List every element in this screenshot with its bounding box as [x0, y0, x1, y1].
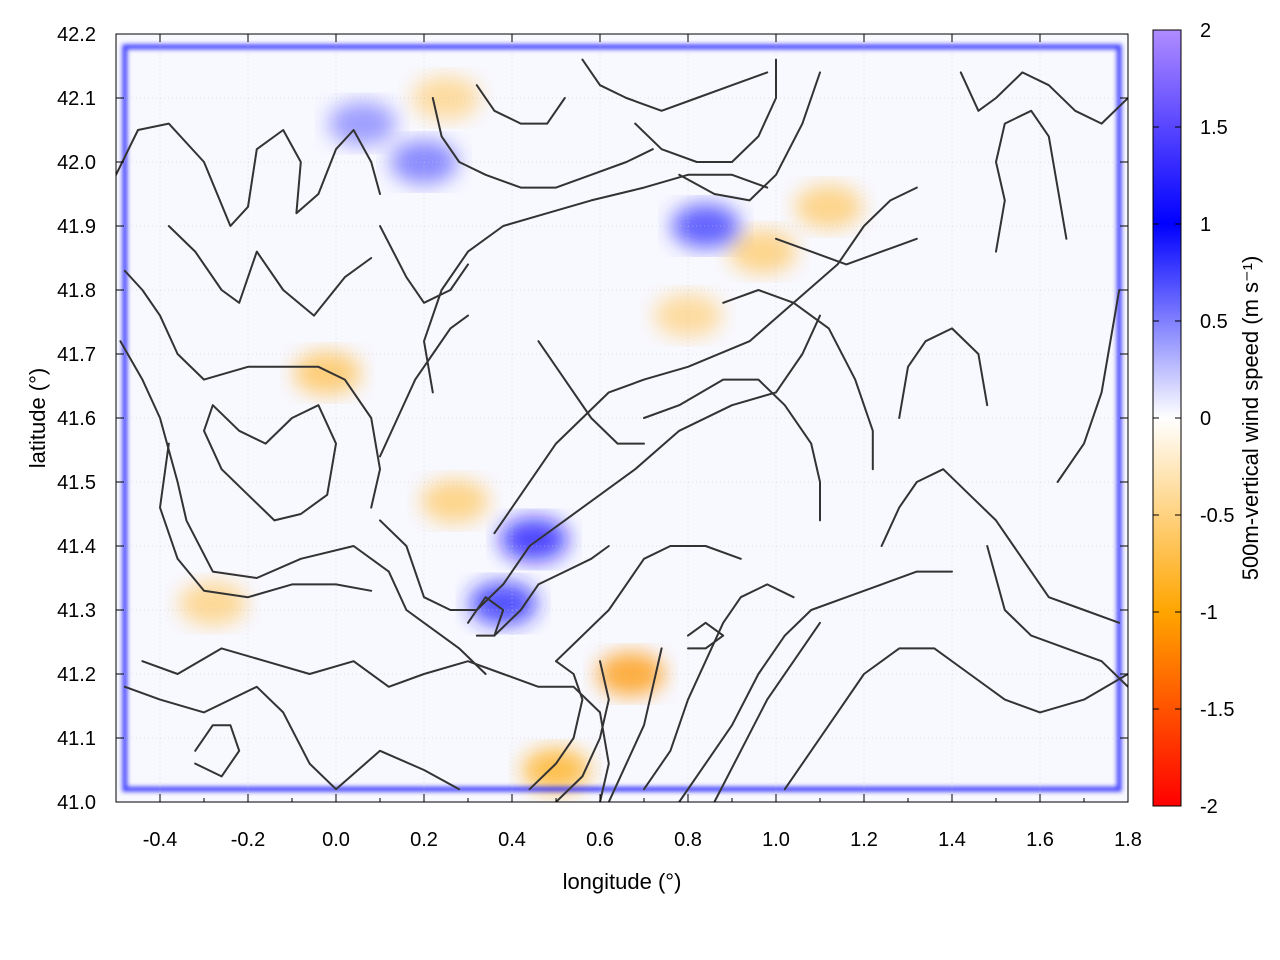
contour-line-5: [159, 442, 373, 599]
contour-line-14: [581, 58, 769, 112]
contour-line-15: [634, 58, 777, 163]
y-tick-label: 41.0: [57, 792, 96, 814]
downdraft-patch-1: [420, 479, 489, 524]
contour-line-19: [643, 378, 821, 522]
contour-line-18: [722, 289, 874, 471]
contour-line-35: [537, 340, 645, 445]
contour-line-12: [431, 97, 654, 189]
colorbar-tick-label: -0.5: [1200, 505, 1234, 527]
y-tick-label: 41.3: [57, 600, 96, 622]
colorbar-tick-label: 2: [1200, 20, 1211, 42]
updraft-patch-6: [500, 517, 568, 562]
x-tick-label: -0.4: [143, 829, 177, 851]
contour-line-26: [678, 570, 953, 802]
colorbar-tick-label: -2: [1200, 796, 1218, 818]
colorbar-tick-label: 0.5: [1200, 311, 1228, 333]
contour-line-25: [783, 647, 1128, 791]
y-tick-label: 41.2: [57, 664, 96, 686]
colorbar-tick-label: 1: [1200, 214, 1211, 236]
contour-line-27: [713, 621, 821, 802]
contour-line-6: [123, 685, 461, 791]
colorbar-ticks: 2 1.5 1 0.5 0 -0.5 -1 -1.5 -2: [1153, 20, 1234, 818]
contour-line-39: [687, 621, 725, 650]
x-tick-label: 1.6: [1026, 829, 1054, 851]
downdraft-patch-8: [596, 652, 665, 696]
y-tick-label: 42.2: [57, 24, 96, 46]
x-tick-label: 1.0: [762, 829, 790, 851]
y-tick-label: 41.1: [57, 728, 96, 750]
contour-line-34: [1056, 289, 1121, 483]
contour-line-29: [555, 545, 742, 663]
x-axis-title: longitude (°): [563, 869, 682, 894]
contour-line-36: [379, 314, 469, 458]
y-tick-label: 41.9: [57, 216, 96, 238]
x-tick-label: 0.0: [322, 829, 350, 851]
contour-line-21: [898, 327, 989, 419]
contour-line-13: [475, 84, 566, 125]
y-tick-label: 41.7: [57, 344, 96, 366]
contour-line-1: [167, 225, 373, 317]
updraft-patch-10: [328, 101, 397, 146]
x-tick-label: 0.6: [586, 829, 614, 851]
y-tick-label: 41.8: [57, 280, 96, 302]
contour-line-17: [775, 237, 918, 266]
colorbar-tick-label: 1.5: [1200, 117, 1228, 139]
y-axis-title: latitude (°): [25, 368, 50, 469]
x-tick-label: 0.2: [410, 829, 438, 851]
contour-line-3: [119, 340, 487, 675]
contour-line-20: [880, 468, 1121, 624]
downdraft-patch-3: [728, 229, 797, 274]
colorbar-label: 500m-vertical wind speed (m s⁻¹): [1238, 256, 1263, 581]
contour-line-22: [995, 109, 1068, 253]
contour-line-2: [123, 269, 381, 509]
x-tick-label: -0.2: [231, 829, 265, 851]
wind-field: [178, 76, 863, 792]
downdraft-patch-0: [293, 351, 362, 396]
colorbar-tick-label: -1: [1200, 602, 1218, 624]
y-tick-label: 41.4: [57, 536, 96, 558]
contour-line-30: [493, 545, 610, 637]
contour-line-16: [678, 71, 821, 202]
downdraft-patch-5: [178, 581, 247, 626]
contour-line-4: [203, 404, 337, 522]
y-axis: 41.0 41.1 41.2 41.3 41.4 41.5 41.6 41.7 41.8 41.9…: [57, 24, 1128, 814]
y-tick-label: 41.6: [57, 408, 96, 430]
contour-line-23: [959, 71, 1128, 125]
downdraft-patch-2: [654, 293, 722, 338]
contour-line-9: [493, 186, 918, 535]
contour-line-38: [467, 596, 505, 637]
updraft-patch-7: [469, 581, 538, 626]
contour-line-32: [555, 660, 610, 802]
x-tick-label: 1.8: [1114, 829, 1142, 851]
x-axis: -0.4 -0.2 0.0 0.2 0.4 0.6 0.8 1.0 1.2 1.4 1.6 1.8: [115, 34, 1142, 851]
contour-line-7: [141, 647, 610, 802]
updraft-patch-12: [671, 204, 740, 248]
contour-line-33: [607, 647, 663, 802]
downdraft-patch-4: [794, 184, 863, 229]
downdraft-patch-13: [412, 76, 480, 120]
contour-line-37: [194, 724, 241, 778]
colorbar-tick-label: -1.5: [1200, 699, 1234, 721]
x-tick-label: 1.4: [938, 829, 966, 851]
x-tick-label: 0.4: [498, 829, 526, 851]
contour-line-0: [116, 122, 381, 227]
y-tick-label: 42.1: [57, 88, 96, 110]
x-tick-label: 0.8: [674, 829, 702, 851]
x-tick-label: 1.2: [850, 829, 878, 851]
contour-line-24: [986, 545, 1128, 688]
contour-line-10: [423, 173, 769, 394]
y-tick-label: 42.0: [57, 152, 96, 174]
colorbar-tick-label: 0: [1200, 408, 1211, 430]
contour-line-11: [379, 225, 469, 304]
y-tick-label: 41.5: [57, 472, 96, 494]
contour-line-8: [379, 314, 821, 611]
contour-line-31: [528, 660, 584, 791]
terrain-contours: [116, 58, 1128, 802]
